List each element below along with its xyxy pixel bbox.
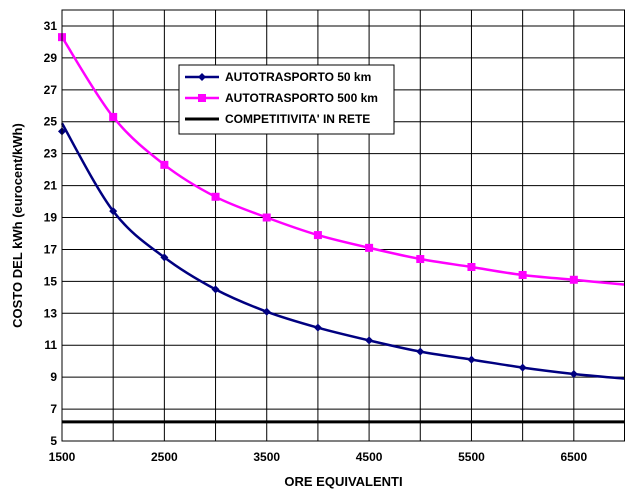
legend-swatch-marker xyxy=(198,94,206,102)
legend: AUTOTRASPORTO 50 km AUTOTRASPORTO 500 km C… xyxy=(178,64,395,135)
x-tick-label: 4500 xyxy=(356,450,383,464)
y-tick-label: 23 xyxy=(44,147,58,161)
data-point-diamond xyxy=(262,307,271,316)
y-tick-label: 29 xyxy=(44,51,58,65)
y-tick-label: 27 xyxy=(44,83,58,97)
x-tick-labels: 1500 2500 3500 4500 5500 6500 xyxy=(49,450,588,464)
data-point-square xyxy=(518,270,527,279)
x-tick-label: 5500 xyxy=(458,450,485,464)
y-tick-label: 15 xyxy=(44,274,58,288)
data-point-square xyxy=(467,263,476,272)
legend-label: AUTOTRASPORTO 50 km xyxy=(225,70,371,84)
series-line-1 xyxy=(60,122,625,380)
y-tick-labels: 5 7 9 11 13 15 17 19 21 23 25 27 29 31 xyxy=(44,19,58,448)
y-tick-label: 11 xyxy=(44,338,57,352)
legend-label: AUTOTRASPORTO 500 km xyxy=(225,91,378,105)
data-point-diamond xyxy=(467,355,476,364)
x-tick-label: 2500 xyxy=(151,450,178,464)
y-tick-label: 31 xyxy=(44,19,58,33)
y-tick-label: 5 xyxy=(50,434,57,448)
y-tick-label: 21 xyxy=(44,179,58,193)
y-axis-title: COSTO DEL kWh (eurocent/kWh) xyxy=(10,123,25,328)
x-tick-label: 3500 xyxy=(253,450,280,464)
data-point-square xyxy=(211,192,220,201)
data-point-diamond xyxy=(518,363,527,372)
y-tick-label: 9 xyxy=(50,370,57,384)
x-tick-label: 6500 xyxy=(560,450,587,464)
data-point-square xyxy=(416,255,425,264)
legend-swatch-marker xyxy=(198,73,206,81)
data-point-square xyxy=(365,243,374,252)
y-tick-label: 7 xyxy=(50,402,57,416)
legend-label: COMPETITIVITA' IN RETE xyxy=(225,112,370,126)
data-point-diamond xyxy=(160,253,169,262)
data-point-diamond xyxy=(313,323,322,332)
data-point-square xyxy=(313,231,322,240)
data-point-square xyxy=(262,213,271,222)
data-point-diamond xyxy=(416,347,425,356)
y-tick-label: 17 xyxy=(44,242,58,256)
data-point-square xyxy=(569,275,578,284)
data-point-diamond xyxy=(365,336,374,345)
y-tick-label: 25 xyxy=(44,115,58,129)
x-tick-label: 1500 xyxy=(49,450,76,464)
data-point-diamond xyxy=(109,207,118,216)
data-point-diamond xyxy=(569,369,578,378)
data-point-square xyxy=(109,112,118,121)
y-tick-label: 13 xyxy=(44,306,58,320)
y-tick-label: 19 xyxy=(44,211,58,225)
x-axis-title: ORE EQUIVALENTI xyxy=(284,474,402,489)
data-point-square xyxy=(160,160,169,169)
data-point-diamond xyxy=(211,285,220,294)
